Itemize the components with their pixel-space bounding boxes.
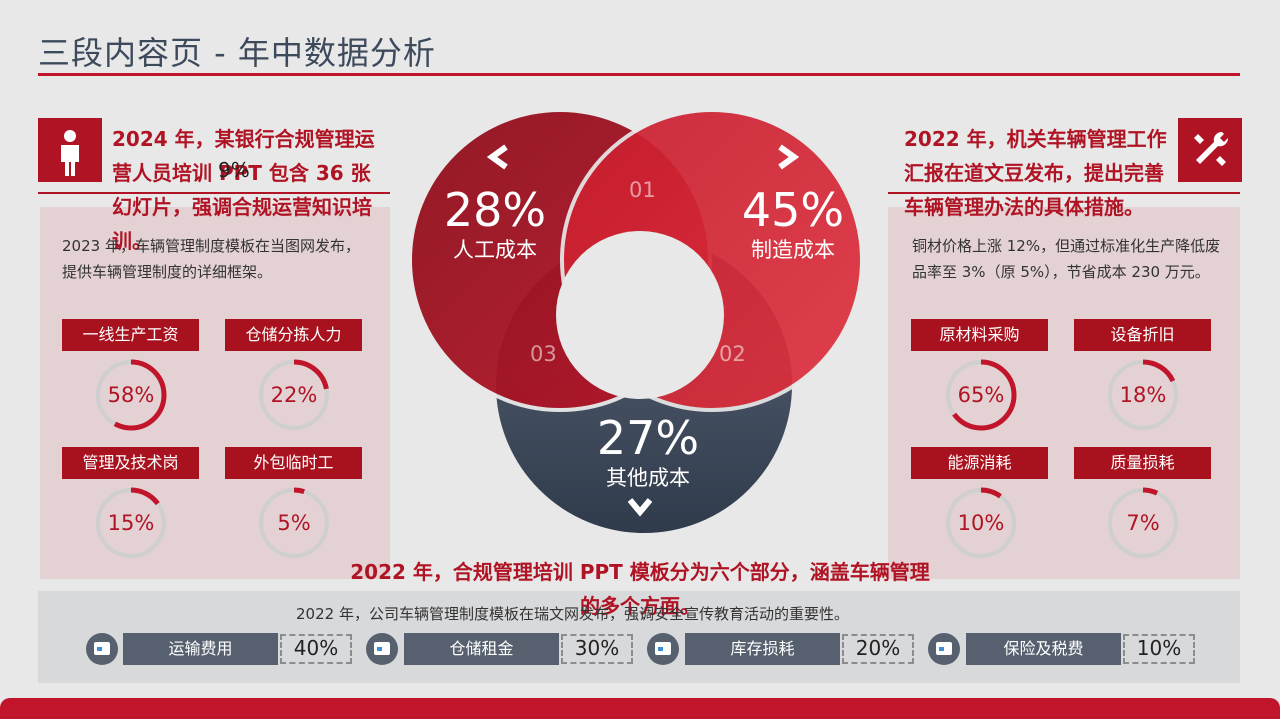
venn-right-percent: 45% [741, 183, 845, 237]
venn-diagram [408, 108, 864, 537]
bottom-chip-value-0: 40% [280, 634, 352, 664]
venn-left-name: 人工成本 [453, 238, 537, 262]
left-tag-2: 管理及技术岗 [62, 447, 199, 479]
left-overlay-percent: 9% [218, 158, 250, 182]
left-ring-0 [94, 358, 168, 432]
right-ring-0 [944, 358, 1018, 432]
right-tag-0: 原材料采购 [911, 319, 1048, 351]
left-ring-value-0: 58% [107, 383, 155, 407]
right-ring-2 [944, 486, 1018, 560]
right-headline: 2022 年，机关车辆管理工作汇报在道文豆发布，提出完善车辆管理办法的具体措施。 [904, 127, 1167, 219]
venn-bottom-percent: 27% [596, 411, 700, 465]
ring-progress [945, 359, 1017, 431]
venn-left-percent: 28% [443, 183, 547, 237]
venn-right-label: 45% 制造成本 [728, 184, 858, 264]
left-headline: 2024 年，某银行合规管理运营人员培训 PPT 包含 36 张幻灯片，强调合规… [112, 127, 375, 253]
right-ring-value-1: 18% [1119, 383, 1167, 407]
bottom-chip-value-2: 20% [842, 634, 914, 664]
left-ring-1 [257, 358, 331, 432]
venn-center-hole [556, 231, 724, 399]
left-tag-1: 仓储分拣人力 [225, 319, 362, 351]
left-header-rule [38, 192, 390, 194]
bottom-description: 2022 年，公司车辆管理制度模板在瑞文网发布，强调安全宣传教育活动的重要性。 [296, 605, 849, 623]
venn-bottom-name: 其他成本 [606, 466, 690, 490]
right-description: 铜材价格上涨 12%，但通过标准化生产降低废品率至 3%（原 5%），节省成本 … [912, 237, 1221, 281]
left-ring-3 [257, 486, 331, 560]
title-divider [38, 73, 1240, 76]
bottom-chip-3: 保险及税费 [966, 633, 1121, 665]
right-tag-2: 能源消耗 [911, 447, 1048, 479]
left-ring-value-2: 15% [107, 511, 155, 535]
right-ring-value-2: 10% [957, 511, 1005, 535]
ring-progress [95, 487, 167, 559]
ring-progress [1107, 359, 1179, 431]
chevron-left-icon [486, 144, 508, 170]
venn-bottom-label: 27% 其他成本 [578, 412, 718, 492]
left-tag-0: 一线生产工资 [62, 319, 199, 351]
chevron-right-icon [778, 144, 800, 170]
venn-number-03: 03 [530, 342, 557, 366]
ring-progress [945, 487, 1017, 559]
ring-progress [1107, 487, 1179, 559]
venn-number-01: 01 [629, 178, 656, 202]
left-description: 2023 年，车辆管理制度模板在当图网发布，提供车辆管理制度的详细框架。 [62, 237, 360, 281]
bottom-chip-value-3: 10% [1123, 634, 1195, 664]
right-header-rule [888, 192, 1240, 194]
right-tag-3: 质量损耗 [1074, 447, 1211, 479]
bottom-chip-2: 库存损耗 [685, 633, 840, 665]
bottom-chip-0: 运输费用 [123, 633, 278, 665]
chevron-down-icon [627, 498, 653, 517]
bottom-chip-value-1: 30% [561, 634, 633, 664]
page-title: 三段内容页 - 年中数据分析 [38, 34, 436, 72]
ring-progress [258, 487, 330, 559]
tools-icon [1178, 118, 1242, 182]
ring-progress [258, 359, 330, 431]
person-icon [38, 118, 102, 182]
right-ring-3 [1106, 486, 1180, 560]
right-tag-1: 设备折旧 [1074, 319, 1211, 351]
right-ring-value-3: 7% [1126, 511, 1160, 535]
right-ring-1 [1106, 358, 1180, 432]
document-icon [86, 633, 118, 665]
left-ring-2 [94, 486, 168, 560]
ring-progress [95, 359, 167, 431]
venn-right-name: 制造成本 [751, 238, 835, 262]
document-icon [366, 633, 398, 665]
bottom-headline: 2022 年，合规管理培训 PPT 模板分为六个部分，涵盖车辆管理的多个方面。 [350, 560, 930, 618]
left-ring-value-1: 22% [270, 383, 318, 407]
left-ring-value-3: 5% [277, 511, 311, 535]
right-ring-value-0: 65% [957, 383, 1005, 407]
document-icon [928, 633, 960, 665]
bottom-chip-1: 仓储租金 [404, 633, 559, 665]
footer-bar [0, 698, 1280, 719]
left-tag-3: 外包临时工 [225, 447, 362, 479]
venn-left-label: 28% 人工成本 [430, 184, 560, 264]
document-icon [647, 633, 679, 665]
venn-number-02: 02 [719, 342, 746, 366]
